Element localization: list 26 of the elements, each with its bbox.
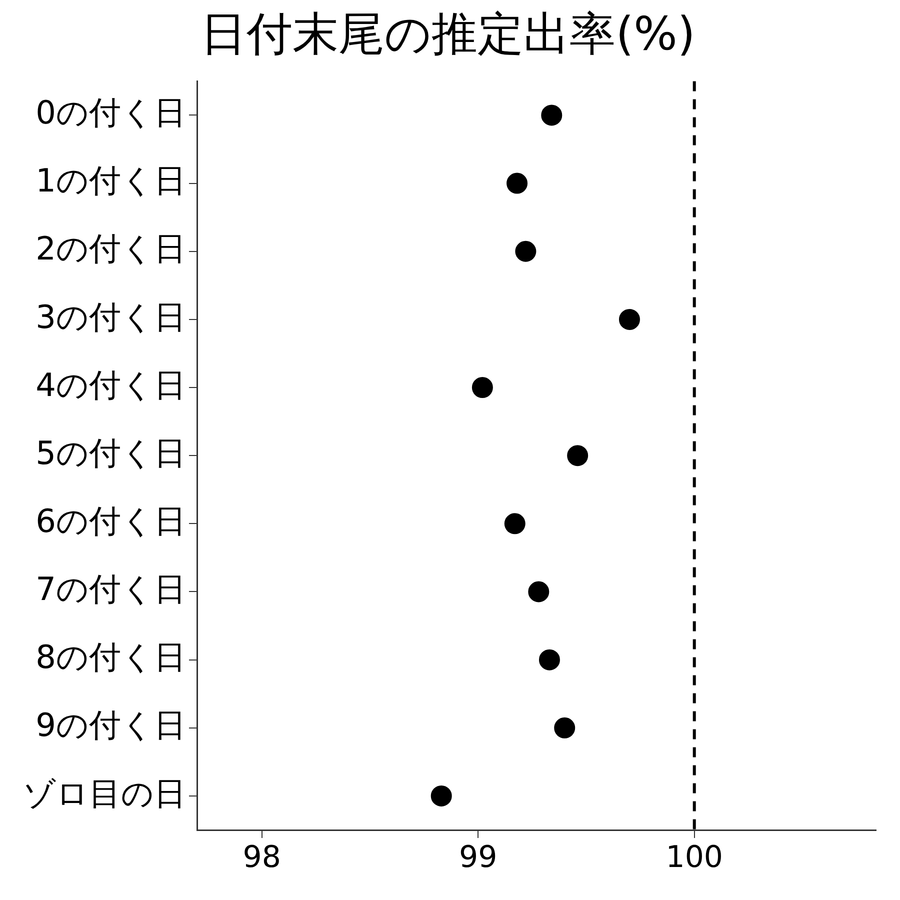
point <box>430 785 452 806</box>
point <box>504 513 526 534</box>
y-tick-label: 2の付く日 <box>36 230 186 268</box>
y-tick-label: ゾロ目の日 <box>23 774 186 812</box>
y-tick-label: 1の付く日 <box>36 162 186 200</box>
point <box>528 581 550 602</box>
x-tick-label: 100 <box>666 840 723 875</box>
y-tick-label: 9の付く日 <box>36 706 186 744</box>
y-tick-label: 5の付く日 <box>36 434 186 472</box>
y-tick-label: 4の付く日 <box>36 366 186 404</box>
point <box>567 445 588 466</box>
y-tick-label: 8の付く日 <box>36 638 186 676</box>
point <box>515 240 536 262</box>
point <box>541 104 562 126</box>
x-tick-label: 98 <box>242 840 281 875</box>
y-tick-label: 7の付く日 <box>36 570 186 608</box>
point <box>506 172 528 194</box>
point <box>554 717 576 738</box>
point <box>618 308 640 330</box>
y-tick-label: 6の付く日 <box>36 502 186 540</box>
point <box>538 649 560 670</box>
point <box>472 377 493 398</box>
chart-title: 日付末尾の推定出率(%) <box>200 6 696 61</box>
y-tick-label: 0の付く日 <box>36 94 186 132</box>
y-tick-label: 3の付く日 <box>36 298 186 336</box>
x-tick-label: 99 <box>459 840 498 875</box>
